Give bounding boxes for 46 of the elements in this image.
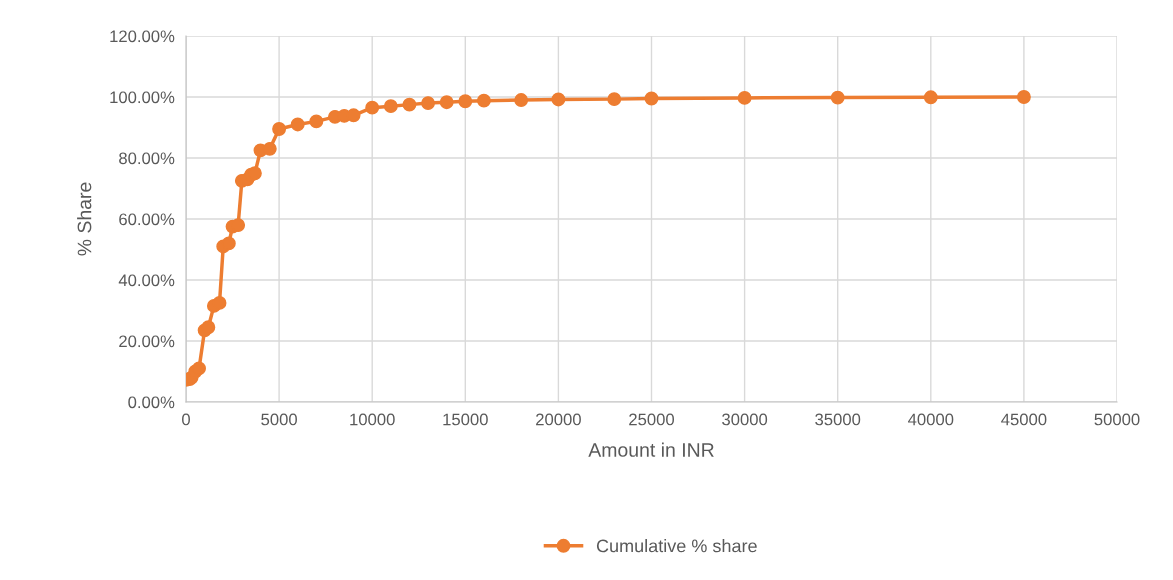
x-axis-title: Amount in INR — [588, 442, 714, 457]
point — [737, 90, 752, 105]
y-tick-label: 80.00% — [119, 152, 175, 165]
x-tick-label: 50000 — [1094, 413, 1140, 426]
point — [644, 91, 659, 106]
point — [476, 93, 491, 108]
point — [221, 236, 236, 251]
point — [346, 108, 361, 123]
point — [402, 97, 417, 112]
x-tick-label: 10000 — [350, 413, 395, 426]
x-tick-label: 5000 — [261, 413, 297, 426]
point — [1016, 90, 1031, 104]
y-tick-label: 60.00% — [119, 213, 175, 226]
x-tick-label: 40000 — [908, 413, 954, 426]
point — [830, 90, 845, 105]
y-tick-label: 20.00% — [119, 335, 175, 348]
point — [365, 100, 380, 115]
point — [551, 92, 566, 107]
point — [607, 92, 622, 107]
y-tick-label: 100.00% — [110, 91, 175, 104]
y-axis-title: % Share — [77, 182, 92, 256]
x-tick-label: 25000 — [629, 413, 675, 426]
point — [309, 114, 324, 129]
point — [923, 90, 938, 105]
legend-label: Cumulative % share — [596, 539, 757, 553]
x-tick-label: 15000 — [443, 413, 488, 426]
x-tick-label: 30000 — [722, 413, 768, 426]
y-tick-label: 40.00% — [118, 274, 175, 287]
point — [290, 117, 305, 132]
point — [514, 93, 529, 107]
x-tick-label: 20000 — [536, 413, 581, 426]
point — [212, 295, 227, 310]
y-tick-label: 120.00% — [110, 30, 175, 43]
point — [272, 122, 287, 136]
point — [421, 96, 436, 111]
point — [201, 320, 216, 335]
y-tick-label: 0.00% — [128, 396, 175, 409]
point — [262, 141, 277, 156]
point — [231, 218, 246, 233]
point — [439, 95, 454, 110]
point — [458, 94, 473, 109]
point — [192, 361, 206, 376]
point — [383, 99, 398, 114]
x-tick-label: 0 — [182, 413, 190, 426]
x-tick-label: 35000 — [815, 413, 861, 426]
x-tick-label: 45000 — [1001, 413, 1047, 426]
